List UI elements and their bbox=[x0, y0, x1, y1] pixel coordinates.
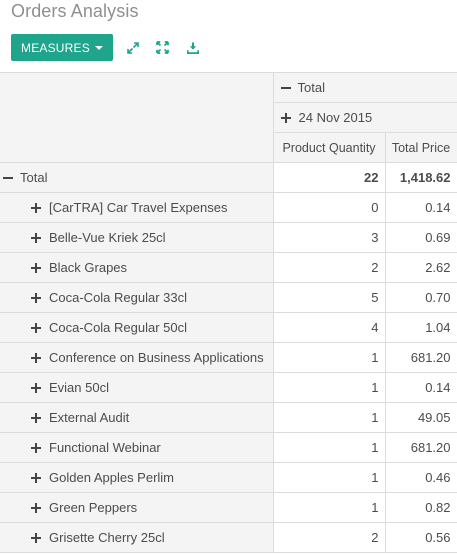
expand-plus-icon bbox=[31, 292, 41, 303]
row-header[interactable]: Belle-Vue Kriek 25cl bbox=[0, 222, 274, 253]
header-row-date: 24 Nov 2015 bbox=[0, 102, 457, 133]
row-label: External Audit bbox=[49, 410, 130, 425]
table-row: Grisette Cherry 25cl 2 0.56 bbox=[0, 522, 457, 553]
cell-price: 1.04 bbox=[384, 312, 457, 343]
cell-quantity: 3 bbox=[272, 222, 386, 253]
row-header[interactable]: Coca-Cola Regular 33cl bbox=[0, 282, 274, 313]
cell-quantity: 4 bbox=[272, 312, 386, 343]
cell-price: 681.20 bbox=[384, 342, 457, 373]
expand-icon[interactable] bbox=[126, 41, 140, 55]
expand-plus-icon bbox=[280, 112, 291, 123]
cell-price: 2.62 bbox=[384, 252, 457, 283]
measure-header-price[interactable]: Total Price bbox=[384, 132, 457, 163]
collapse-icon bbox=[3, 176, 13, 179]
pivot-corner bbox=[0, 72, 274, 163]
pivot-table: Total 24 Nov 2015 Product Quantity Total… bbox=[0, 72, 457, 553]
cell-price: 49.05 bbox=[384, 402, 457, 433]
cell-price: 0.14 bbox=[384, 192, 457, 223]
table-row: Black Grapes 2 2.62 bbox=[0, 252, 457, 283]
fullscreen-icon[interactable] bbox=[156, 41, 170, 55]
row-label: Coca-Cola Regular 33cl bbox=[49, 290, 188, 305]
table-row: Coca-Cola Regular 33cl 5 0.70 bbox=[0, 282, 457, 313]
cell-quantity: 2 bbox=[272, 252, 386, 283]
row-label: Green Peppers bbox=[49, 500, 138, 515]
measures-label: MEASURES bbox=[21, 40, 90, 55]
cell-price: 0.46 bbox=[384, 462, 457, 493]
cell-quantity: 1 bbox=[272, 402, 386, 433]
row-header[interactable]: [CarTRA] Car Travel Expenses bbox=[0, 192, 274, 223]
cell-quantity: 1 bbox=[272, 462, 386, 493]
expand-plus-icon bbox=[31, 202, 41, 213]
total-price: 1,418.62 bbox=[384, 162, 457, 193]
expand-plus-icon bbox=[31, 262, 41, 273]
col-header-total[interactable]: Total bbox=[272, 72, 457, 103]
table-row: External Audit 1 49.05 bbox=[0, 402, 457, 433]
cell-quantity: 5 bbox=[272, 282, 386, 313]
expand-plus-icon bbox=[31, 442, 41, 453]
cell-quantity: 1 bbox=[272, 342, 386, 373]
col-header-date[interactable]: 24 Nov 2015 bbox=[272, 102, 457, 133]
cell-quantity: 0 bbox=[272, 192, 386, 223]
cell-price: 0.70 bbox=[384, 282, 457, 313]
table-row: Conference on Business Applications 1 681.… bbox=[0, 342, 457, 373]
toolbar: MEASURES bbox=[11, 34, 200, 61]
row-header[interactable]: Grisette Cherry 25cl bbox=[0, 522, 274, 553]
expand-plus-icon bbox=[31, 232, 41, 243]
expand-plus-icon bbox=[31, 472, 41, 483]
cell-price: 0.14 bbox=[384, 372, 457, 403]
row-header[interactable]: Black Grapes bbox=[0, 252, 274, 283]
expand-plus-icon bbox=[31, 502, 41, 513]
row-label: Grisette Cherry 25cl bbox=[49, 530, 165, 545]
row-label: Conference on Business Applications bbox=[49, 350, 264, 365]
table-row: Functional Webinar 1 681.20 bbox=[0, 432, 457, 463]
caret-down-icon bbox=[94, 46, 103, 50]
download-icon[interactable] bbox=[186, 41, 200, 55]
row-label: Belle-Vue Kriek 25cl bbox=[49, 230, 166, 245]
cell-price: 0.82 bbox=[384, 492, 457, 523]
row-label: Black Grapes bbox=[49, 260, 128, 275]
table-row: Evian 50cl 1 0.14 bbox=[0, 372, 457, 403]
table-row: [CarTRA] Car Travel Expenses 0 0.14 bbox=[0, 192, 457, 223]
expand-plus-icon bbox=[31, 382, 41, 393]
cell-quantity: 1 bbox=[272, 432, 386, 463]
row-header[interactable]: Coca-Cola Regular 50cl bbox=[0, 312, 274, 343]
collapse-icon bbox=[280, 86, 291, 89]
cell-quantity: 2 bbox=[272, 522, 386, 553]
row-label: Functional Webinar bbox=[49, 440, 161, 455]
cell-quantity: 1 bbox=[272, 372, 386, 403]
header-row-total: Total bbox=[0, 72, 457, 163]
total-row: Total 22 1,418.62 bbox=[0, 162, 457, 193]
expand-plus-icon bbox=[31, 352, 41, 363]
cell-price: 0.69 bbox=[384, 222, 457, 253]
table-row: Green Peppers 1 0.82 bbox=[0, 492, 457, 523]
row-header[interactable]: Green Peppers bbox=[0, 492, 274, 523]
cell-price: 0.56 bbox=[384, 522, 457, 553]
total-quantity: 22 bbox=[272, 162, 386, 193]
measure-header-quantity[interactable]: Product Quantity bbox=[272, 132, 386, 163]
row-header[interactable]: Golden Apples Perlim bbox=[0, 462, 274, 493]
expand-plus-icon bbox=[31, 532, 41, 543]
cell-price: 681.20 bbox=[384, 432, 457, 463]
cell-quantity: 1 bbox=[272, 492, 386, 523]
row-header[interactable]: Conference on Business Applications bbox=[0, 342, 274, 373]
row-header[interactable]: Evian 50cl bbox=[0, 372, 274, 403]
row-header-total[interactable]: Total bbox=[0, 162, 274, 193]
table-row: Coca-Cola Regular 50cl 4 1.04 bbox=[0, 312, 457, 343]
row-label: Coca-Cola Regular 50cl bbox=[49, 320, 188, 335]
table-row: Golden Apples Perlim 1 0.46 bbox=[0, 462, 457, 493]
row-label: [CarTRA] Car Travel Expenses bbox=[49, 200, 228, 215]
table-row: Belle-Vue Kriek 25cl 3 0.69 bbox=[0, 222, 457, 253]
row-label: Golden Apples Perlim bbox=[49, 470, 175, 485]
page-title: Orders Analysis bbox=[11, 1, 139, 21]
expand-plus-icon bbox=[31, 322, 41, 333]
expand-plus-icon bbox=[31, 412, 41, 423]
row-header[interactable]: Functional Webinar bbox=[0, 432, 274, 463]
measures-button[interactable]: MEASURES bbox=[11, 34, 113, 61]
row-header[interactable]: External Audit bbox=[0, 402, 274, 433]
row-label: Evian 50cl bbox=[49, 380, 109, 395]
